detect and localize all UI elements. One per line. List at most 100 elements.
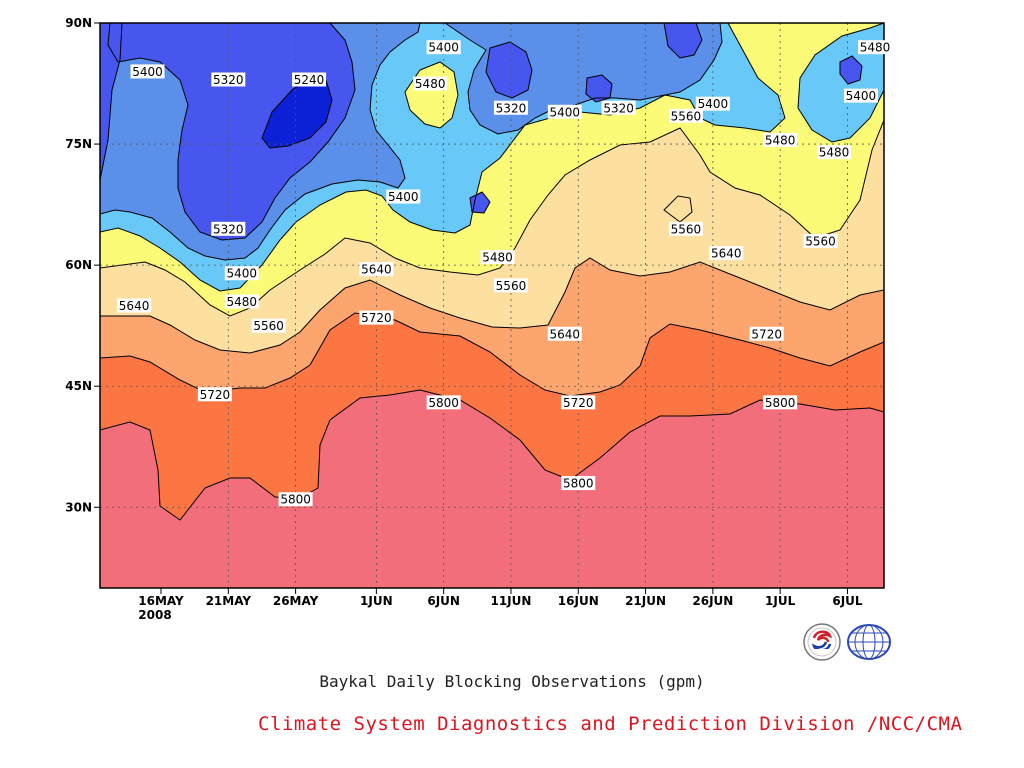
x-tick-label: 6JUN [427, 594, 460, 608]
contour-label-bg [763, 395, 798, 410]
contour-label-bg [359, 310, 394, 325]
y-tick-label: 60N [65, 258, 92, 272]
contour-label-text: 5640 [361, 263, 392, 277]
contour-label-text: 5320 [213, 222, 244, 236]
contour-label-text: 5640 [711, 247, 742, 261]
contour-label: 5720 [359, 310, 394, 325]
year-label: 2008 [138, 608, 171, 622]
contour-label-bg [547, 104, 582, 119]
contour-label-bg [224, 294, 259, 309]
line-5480-east [797, 23, 884, 143]
contour-label-text: 5400 [132, 65, 163, 79]
x-tick-label: 21MAY [206, 594, 252, 608]
bcc-logo-icon [803, 623, 841, 661]
y-tick-label: 45N [65, 379, 92, 393]
line-5560 [100, 119, 884, 317]
contour-label-bg [749, 326, 784, 341]
contour-label-bg [817, 145, 851, 160]
contour-label-text: 5480 [482, 251, 513, 265]
contour-fills [100, 23, 884, 588]
contour-label-bg [601, 100, 636, 115]
x-tick-label: 16JUN [558, 594, 599, 608]
contour-label-bg [130, 64, 165, 79]
contour-label-bg [197, 387, 232, 402]
contour-label-text: 5800 [563, 477, 594, 491]
contour-label-bg [292, 72, 327, 87]
line-5560-pocket [663, 195, 693, 223]
contour-label-bg [493, 278, 528, 293]
contour-label: 5640 [547, 326, 582, 341]
line-5320-e [469, 191, 491, 214]
contour-label: 5720 [749, 326, 784, 341]
contour-label: 5400 [130, 64, 165, 79]
pocket-5560-jun [664, 196, 692, 222]
contour-label-text: 5480 [765, 134, 796, 148]
line-5480 [100, 23, 786, 292]
contour-label: 5400 [695, 96, 730, 111]
contour-label-text: 5720 [751, 327, 782, 341]
contour-label-text: 5800 [765, 396, 796, 410]
contour-label: 5320 [211, 72, 246, 87]
contour-label: 5800 [426, 395, 461, 410]
x-tick-label: 26MAY [273, 594, 319, 608]
credit-text: Climate System Diagnostics and Predictio… [258, 713, 963, 735]
band-5240-5320-c [586, 75, 612, 102]
line-5800 [100, 389, 884, 521]
contour-label: 5800 [561, 476, 596, 491]
contour-label-bg [211, 221, 246, 236]
contour-label: 5400 [843, 88, 878, 103]
line-5320-d [663, 23, 703, 59]
plot-frame [99, 22, 885, 589]
contour-label: 5400 [426, 40, 461, 55]
contour-label-text: 5400 [698, 97, 729, 111]
contour-label-text: 5400 [388, 190, 419, 204]
x-tick-label: 26JUN [692, 594, 733, 608]
contour-label-bg [763, 133, 798, 148]
band-5240-5320-e [470, 192, 490, 213]
y-tick-label: 30N [65, 500, 92, 514]
contour-label-text: 5400 [846, 89, 877, 103]
contour-label: 5480 [413, 76, 448, 91]
contour-label-text: 5480 [860, 41, 891, 55]
contour-label-text: 5320 [213, 73, 244, 87]
contour-label-text: 5560 [253, 319, 284, 333]
line-5720 [100, 312, 884, 397]
y-tick-label: 90N [65, 16, 92, 30]
contour-label: 5480 [763, 133, 798, 148]
contour-label: 5560 [668, 221, 703, 236]
x-tick-label: 16MAY [138, 594, 184, 608]
line-5480-pocket [404, 61, 459, 129]
contour-label: 5640 [709, 246, 744, 261]
contour-label-bg [561, 395, 596, 410]
contour-label: 5560 [668, 108, 703, 123]
contour-label-bg [480, 250, 515, 265]
x-tick-label: 1JUN [360, 594, 393, 608]
line-5320-west [100, 23, 123, 181]
contour-label-text: 5560 [671, 222, 702, 236]
contour-label-text: 5320 [496, 101, 527, 115]
contour-label-bg [426, 395, 461, 410]
contour-label-bg [386, 189, 421, 204]
contour-label-text: 5400 [226, 267, 257, 281]
contour-label: 5400 [547, 104, 582, 119]
line-5320-f [839, 55, 863, 85]
contour-label-bg [858, 40, 892, 55]
contour-label-text: 5240 [294, 73, 325, 87]
contour-label-text: 5800 [428, 396, 459, 410]
x-tick-label: 6JUL [832, 594, 863, 608]
contour-label-bg [547, 326, 582, 341]
contour-label-text: 5720 [200, 388, 231, 402]
contour-label-bg [413, 76, 448, 91]
contour-label: 5240 [292, 72, 327, 87]
axis-ticks: 16MAY 21MAY 26MAY 1JUN 6JUN 11JUN 16JUN 21JUN 26… [65, 16, 863, 622]
x-tick-label: 11JUN [490, 594, 531, 608]
band-5240-5320-d [664, 23, 702, 58]
x-tick-label: 1JUL [765, 594, 796, 608]
contour-label: 5560 [493, 278, 528, 293]
contour-label-text: 5560 [671, 109, 702, 123]
contour-label: 5720 [561, 395, 596, 410]
contour-label: 5320 [493, 100, 528, 115]
contour-label-text: 5480 [819, 146, 850, 160]
grid-lines [100, 23, 884, 588]
